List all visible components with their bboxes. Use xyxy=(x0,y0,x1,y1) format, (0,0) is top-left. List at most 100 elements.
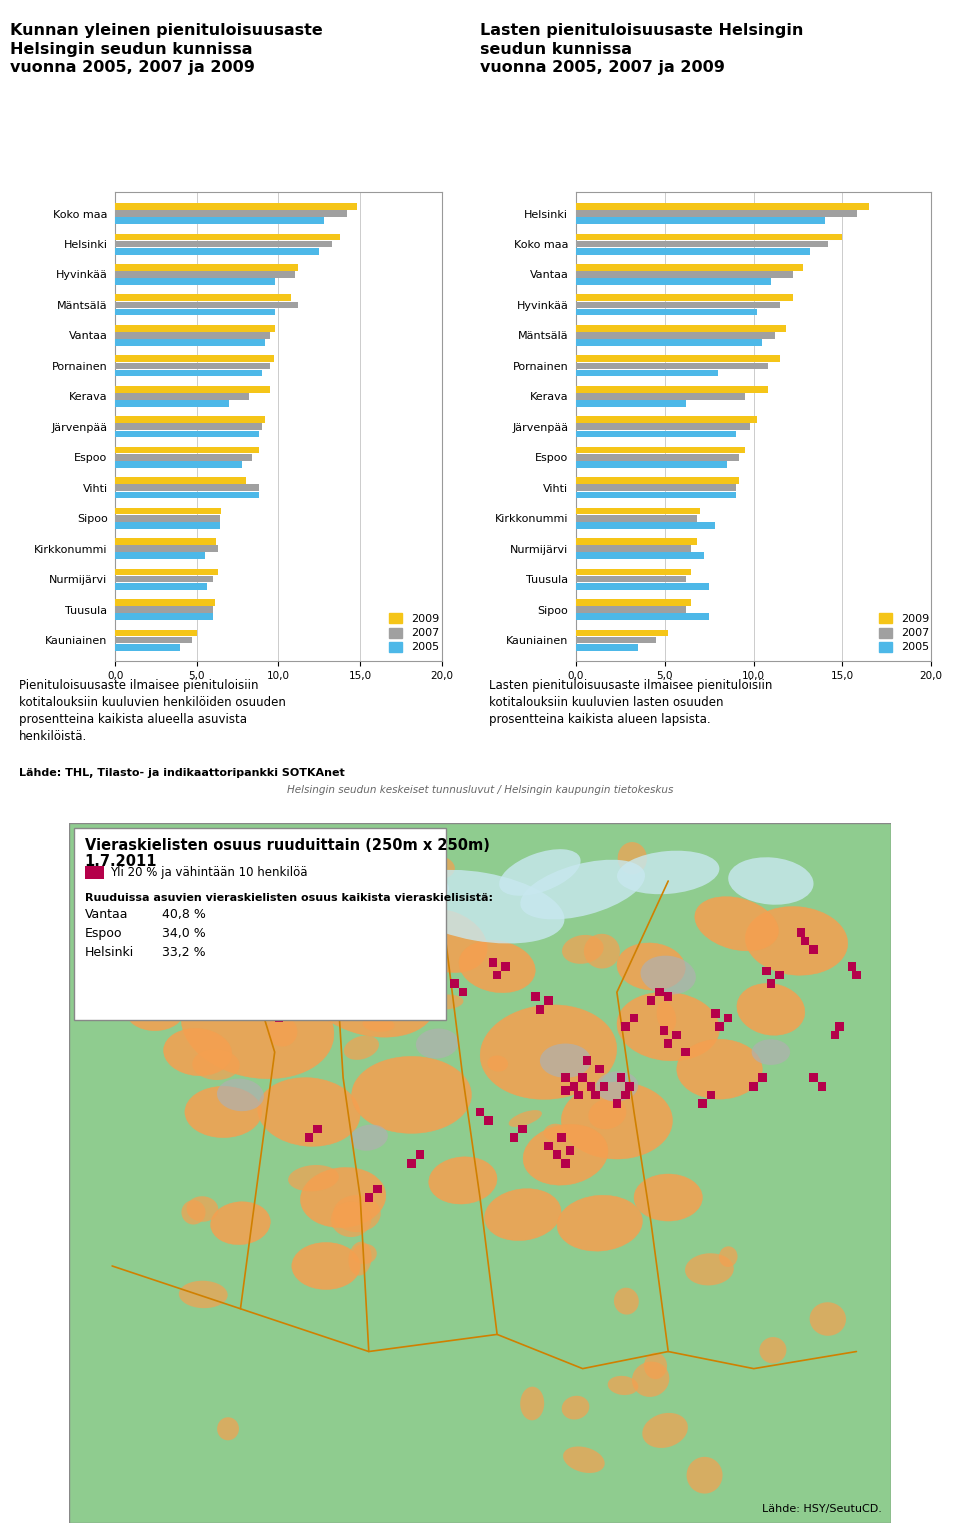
Bar xyxy=(115,265,298,271)
Ellipse shape xyxy=(613,1287,638,1315)
Text: Vieraskielisten osuus ruuduittain (250m x 250m): Vieraskielisten osuus ruuduittain (250m … xyxy=(84,838,490,854)
Bar xyxy=(576,203,869,209)
Bar xyxy=(852,970,861,980)
Bar xyxy=(576,278,772,285)
Text: Pienituloisuusaste ilmaisee pienituloisiin
kotitalouksiin kuuluvien henkilöiden : Pienituloisuusaste ilmaisee pienituloisi… xyxy=(19,680,286,743)
Bar xyxy=(283,1004,292,1014)
Ellipse shape xyxy=(719,1246,737,1267)
Ellipse shape xyxy=(300,1167,386,1227)
Bar xyxy=(287,987,296,997)
Text: Lasten pienituloisuusaste Helsingin
seudun kunnissa
vuonna 2005, 2007 ja 2009: Lasten pienituloisuusaste Helsingin seud… xyxy=(480,23,804,75)
Ellipse shape xyxy=(520,860,645,920)
Bar xyxy=(673,1030,681,1040)
Bar xyxy=(115,477,246,484)
Ellipse shape xyxy=(588,1098,626,1129)
Ellipse shape xyxy=(181,974,334,1078)
Bar xyxy=(115,446,259,454)
Bar xyxy=(365,1193,373,1201)
Bar xyxy=(407,1160,416,1167)
Ellipse shape xyxy=(210,1201,271,1244)
Text: 1.7.2011: 1.7.2011 xyxy=(84,854,157,869)
Ellipse shape xyxy=(617,943,685,990)
Bar xyxy=(617,1074,625,1083)
Bar xyxy=(492,970,501,980)
Bar xyxy=(115,629,197,637)
Text: Helsinki: Helsinki xyxy=(84,946,134,960)
Bar xyxy=(115,569,218,575)
Bar xyxy=(115,240,332,248)
Bar xyxy=(576,386,768,392)
Bar xyxy=(115,340,265,346)
Bar xyxy=(576,271,793,278)
Bar xyxy=(510,1134,518,1141)
Bar xyxy=(544,1141,553,1150)
Ellipse shape xyxy=(363,1017,395,1032)
Bar xyxy=(574,1090,583,1100)
Ellipse shape xyxy=(301,947,436,1037)
Ellipse shape xyxy=(562,935,604,964)
Bar xyxy=(664,992,673,1001)
Text: Lähde: THL, Tilasto- ja indikaattoripankki SOTKAnet: Lähde: THL, Tilasto- ja indikaattoripank… xyxy=(19,767,345,778)
Ellipse shape xyxy=(163,1029,231,1075)
Bar xyxy=(115,217,324,225)
Bar xyxy=(115,423,262,431)
Bar xyxy=(570,1083,578,1090)
Ellipse shape xyxy=(352,1244,377,1264)
Ellipse shape xyxy=(179,1281,228,1309)
Bar xyxy=(576,569,691,575)
Bar xyxy=(698,1100,707,1107)
Text: Vantaa: Vantaa xyxy=(84,909,129,921)
Ellipse shape xyxy=(204,950,241,977)
Text: Lähde: HSY/SeutuCD.: Lähde: HSY/SeutuCD. xyxy=(762,1504,882,1513)
Ellipse shape xyxy=(509,1110,541,1127)
Bar xyxy=(750,1083,758,1090)
Ellipse shape xyxy=(640,955,696,995)
Ellipse shape xyxy=(459,940,536,992)
Bar xyxy=(115,614,213,620)
Ellipse shape xyxy=(217,1416,239,1440)
Ellipse shape xyxy=(608,1377,638,1395)
Ellipse shape xyxy=(543,1124,566,1141)
Bar xyxy=(711,1009,720,1018)
Bar xyxy=(576,294,793,301)
Ellipse shape xyxy=(677,1040,762,1100)
Ellipse shape xyxy=(125,987,185,1030)
Ellipse shape xyxy=(185,1086,262,1138)
Bar xyxy=(595,1064,604,1074)
Ellipse shape xyxy=(331,1201,372,1237)
Ellipse shape xyxy=(540,1044,591,1078)
Ellipse shape xyxy=(396,871,564,943)
Ellipse shape xyxy=(632,1361,669,1397)
Bar xyxy=(476,1107,484,1117)
Text: Lasten pienituloisuusaste ilmaisee pienituloisiin
kotitalouksiin kuuluvien laste: Lasten pienituloisuusaste ilmaisee pieni… xyxy=(490,680,773,726)
Bar xyxy=(576,248,810,255)
Bar xyxy=(576,363,768,369)
Bar xyxy=(115,369,262,377)
Bar xyxy=(576,552,704,560)
Bar xyxy=(809,1074,818,1083)
Bar xyxy=(576,309,757,315)
Bar xyxy=(271,1004,279,1014)
Ellipse shape xyxy=(344,1035,379,1060)
Bar xyxy=(450,980,459,987)
Bar xyxy=(115,386,271,392)
Ellipse shape xyxy=(288,1164,339,1192)
Bar xyxy=(576,484,735,491)
Bar xyxy=(115,644,180,651)
Ellipse shape xyxy=(348,1241,372,1275)
Text: 40,8 %: 40,8 % xyxy=(161,909,205,921)
Bar xyxy=(576,521,714,529)
Ellipse shape xyxy=(617,992,719,1061)
Ellipse shape xyxy=(729,857,813,904)
Bar xyxy=(115,598,215,606)
Bar xyxy=(576,211,856,217)
Ellipse shape xyxy=(499,849,581,895)
Ellipse shape xyxy=(564,1446,605,1473)
Ellipse shape xyxy=(349,1124,388,1150)
Bar xyxy=(600,1083,609,1090)
Text: Yli 20 % ja vähintään 10 henkilöä: Yli 20 % ja vähintään 10 henkilöä xyxy=(110,866,308,878)
Ellipse shape xyxy=(520,1387,544,1420)
Ellipse shape xyxy=(416,1029,459,1058)
Bar xyxy=(591,1090,600,1100)
Ellipse shape xyxy=(186,1197,218,1221)
